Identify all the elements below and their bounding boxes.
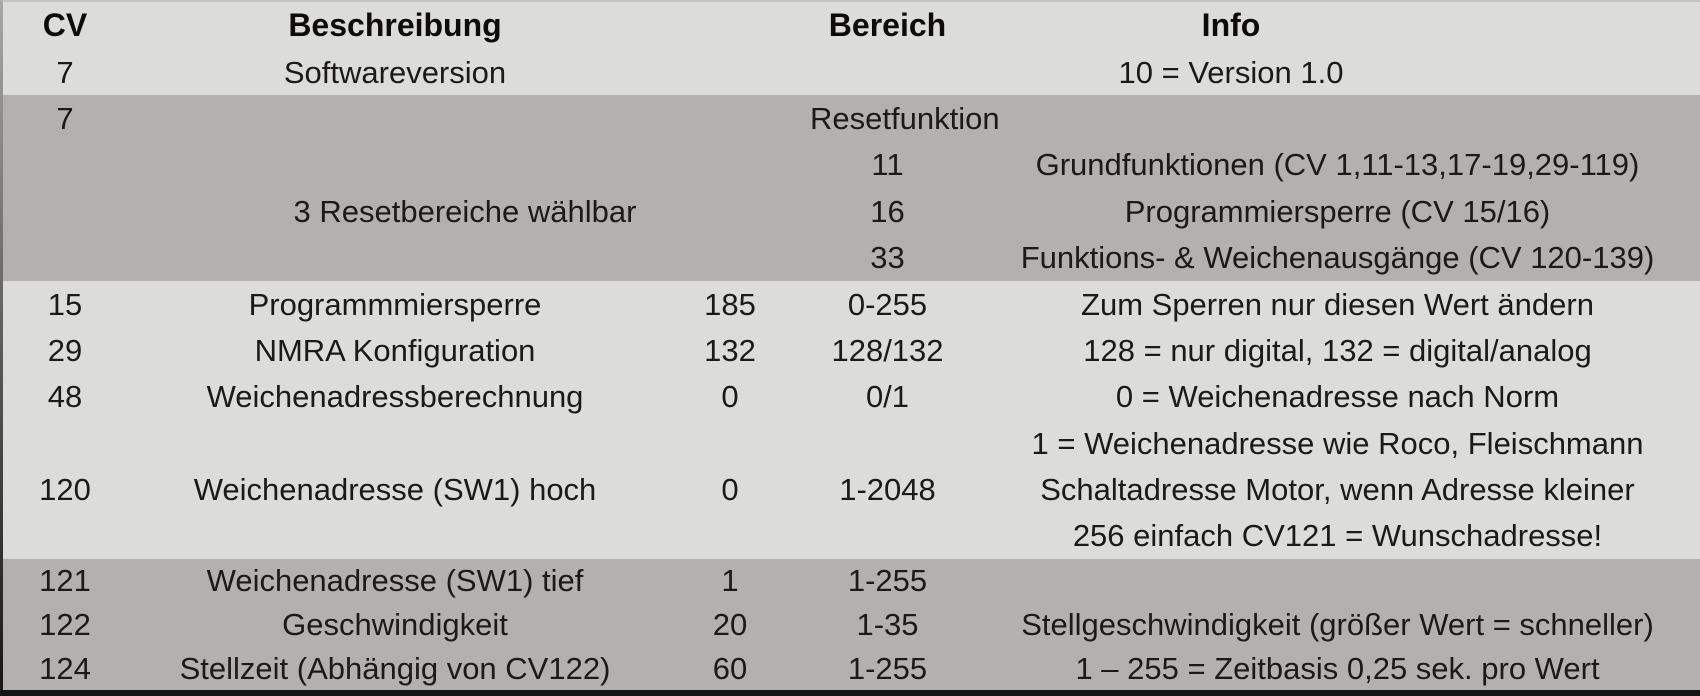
column-header-cv: CV — [42, 6, 88, 43]
reset-option-info: Funktions- & Weichenausgänge (CV 120-139… — [1020, 240, 1655, 276]
row-cv120-info-line1: Schaltadresse Motor, wenn Adresse kleine… — [1040, 471, 1635, 507]
column-header-bereich: Bereich — [828, 6, 947, 43]
row-cv7-reset-beschreibung: 3 Resetbereiche wählbar — [293, 193, 637, 229]
reset-title: Resetfunktion — [810, 100, 1000, 136]
reset-option-value: 11 — [871, 147, 904, 183]
row-cv48-beschreibung: Weichenadressberechnung — [206, 379, 584, 415]
row-cv121-bereich: 1-255 — [847, 563, 928, 599]
main-section: 15 Programmmiersperre 185 0-255 Zum Sper… — [0, 281, 1700, 559]
row-cv124-bereich: 1-255 — [847, 650, 928, 686]
row-cv124-wert: 60 — [712, 650, 748, 686]
row-cv15-beschreibung: Programmmiersperre — [248, 286, 542, 322]
row-cv124-cv: 124 — [39, 650, 91, 686]
row-cv48-wert: 0 — [721, 379, 739, 415]
header-section: CV Beschreibung Bereich Info 7 Softwarev… — [0, 0, 1700, 95]
row-cv120-wert: 0 — [721, 471, 739, 507]
reset-option-info: Programmiersperre (CV 15/16) — [1124, 193, 1551, 229]
row-cv122-wert: 20 — [712, 606, 748, 642]
row-cv120-beschreibung: Weichenadresse (SW1) hoch — [193, 471, 597, 507]
row-cv15-wert: 185 — [704, 286, 756, 322]
row-cv48-info-line1: 0 = Weichenadresse nach Norm — [1115, 379, 1560, 415]
row-cv15-cv: 15 — [47, 286, 83, 322]
row-cv48-cv: 48 — [47, 379, 83, 415]
bottom-border-strip — [0, 689, 1700, 696]
reset-option-info: Grundfunktionen (CV 1,11-13,17-19,29-119… — [1035, 147, 1640, 183]
row-cv7-software-beschreibung: Softwareversion — [283, 54, 507, 90]
row-cv121-beschreibung: Weichenadresse (SW1) tief — [206, 563, 584, 599]
row-cv7-software-cv: 7 — [56, 54, 74, 90]
row-cv121-info — [975, 559, 1700, 603]
row-cv7-reset-cv: 7 — [56, 100, 74, 136]
row-cv121-wert: 1 — [721, 563, 739, 599]
column-header-info: Info — [1201, 6, 1261, 43]
row-cv124-info: 1 – 255 = Zeitbasis 0,25 sek. pro Wert — [1075, 650, 1600, 686]
row-cv29-info: 128 = nur digital, 132 = digital/analog — [1083, 332, 1592, 368]
row-cv48-bereich: 0/1 — [865, 379, 910, 415]
row-cv122-cv: 122 — [39, 606, 91, 642]
row-cv29-bereich: 128/132 — [831, 332, 944, 368]
row-cv29-beschreibung: NMRA Konfiguration — [254, 332, 536, 368]
row-cv120-bereich: 1-2048 — [839, 471, 936, 507]
row-cv122-bereich: 1-35 — [856, 606, 919, 642]
row-cv29-wert: 132 — [704, 332, 756, 368]
row-cv122-info: Stellgeschwindigkeit (größer Wert = schn… — [1021, 606, 1654, 642]
reset-option-value: 33 — [870, 240, 905, 276]
reset-option-value: 16 — [870, 193, 905, 229]
row-cv7-software-info: 10 = Version 1.0 — [1118, 54, 1344, 90]
row-cv120-cv: 120 — [39, 471, 91, 507]
row-cv120-info-line2: 256 einfach CV121 = Wunschadresse! — [1072, 518, 1603, 554]
row-cv121-cv: 121 — [39, 563, 91, 599]
row-cv122-beschreibung: Geschwindigkeit — [282, 606, 508, 642]
reset-section: 7 Resetfunktion 11 Grundfunktionen (CV 1… — [0, 95, 1700, 281]
row-cv124-beschreibung: Stellzeit (Abhängig von CV122) — [179, 650, 611, 686]
row-cv48-info-line2: 1 = Weichenadresse wie Roco, Fleischmann — [1031, 425, 1644, 461]
bottom-section: 121 Weichenadresse (SW1) tief 1 1-255 12… — [0, 558, 1700, 690]
column-header-beschreibung: Beschreibung — [288, 6, 502, 43]
row-cv15-bereich: 0-255 — [847, 286, 928, 322]
row-cv15-info: Zum Sperren nur diesen Wert ändern — [1081, 286, 1594, 322]
row-cv29-cv: 29 — [47, 332, 83, 368]
